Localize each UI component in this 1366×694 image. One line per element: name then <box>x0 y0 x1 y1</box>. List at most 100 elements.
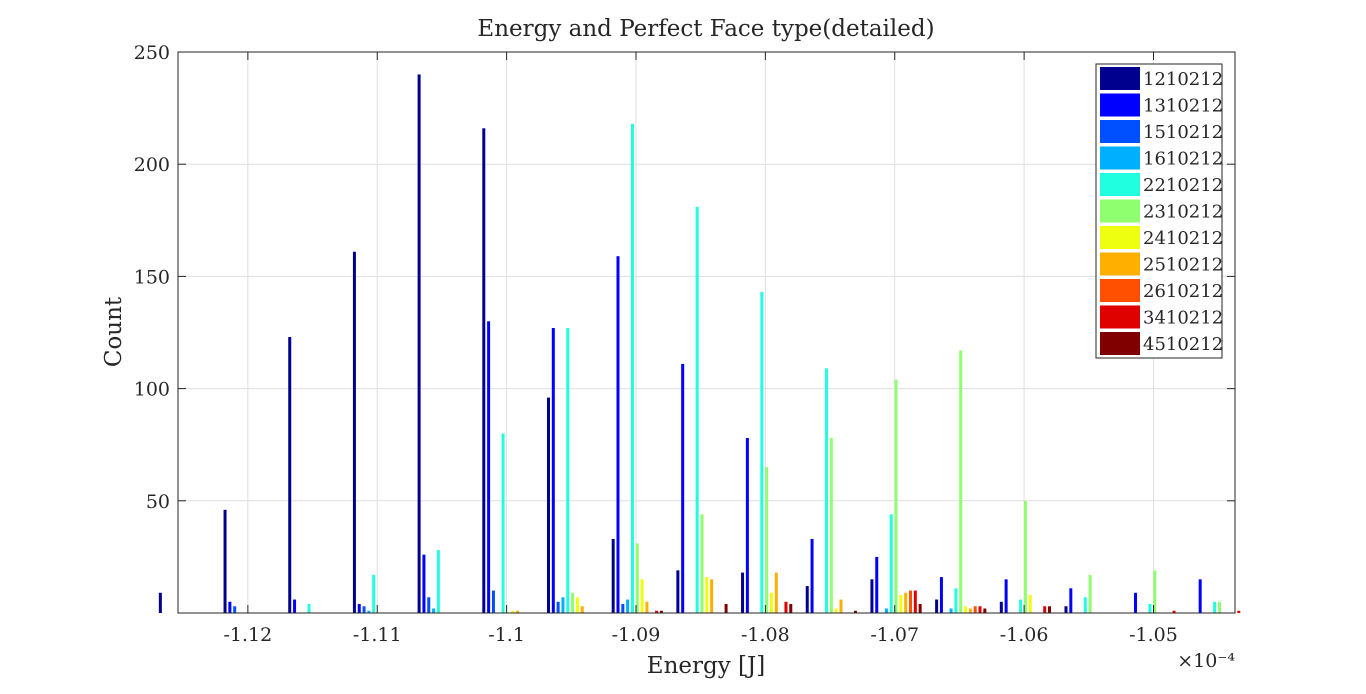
bar <box>645 601 649 613</box>
bar <box>561 597 565 613</box>
x-tick-label: -1.1 <box>488 624 525 646</box>
legend-swatch <box>1100 226 1140 249</box>
bar <box>1172 610 1176 613</box>
bar <box>853 610 857 613</box>
chart-title: Energy and Perfect Face type(detailed) <box>477 16 934 42</box>
bar <box>829 437 833 613</box>
bar <box>705 577 709 613</box>
bar <box>372 574 376 613</box>
legend-label: 2410212 <box>1143 228 1223 249</box>
y-tick-label: 150 <box>134 266 170 288</box>
bar <box>1148 604 1152 613</box>
bar <box>741 572 745 613</box>
bar <box>566 328 570 613</box>
axis-ticks <box>178 51 1235 613</box>
bar <box>233 606 237 613</box>
bar <box>616 256 620 613</box>
bar <box>1028 595 1032 613</box>
bar <box>427 597 431 613</box>
bar <box>774 572 778 613</box>
bar <box>959 350 963 613</box>
legend-label: 2210212 <box>1143 175 1223 196</box>
bar <box>1217 601 1221 613</box>
bar <box>1237 610 1241 613</box>
axes-box <box>177 51 1236 614</box>
bar <box>362 606 366 613</box>
legend-label: 2610212 <box>1143 281 1223 302</box>
bar <box>681 363 685 613</box>
bars-group <box>158 74 1241 614</box>
bar <box>904 592 908 613</box>
legend-swatch <box>1100 67 1140 90</box>
bar <box>810 538 814 613</box>
bar <box>769 592 773 613</box>
bar <box>575 597 579 613</box>
bar <box>158 592 162 613</box>
x-tick-label: -1.06 <box>1000 624 1049 646</box>
bar <box>422 554 426 613</box>
x-tick-label: -1.07 <box>870 624 919 646</box>
x-axis-exponent: ×10⁻⁴ <box>1177 650 1235 672</box>
legend-label: 1310212 <box>1143 96 1223 117</box>
bar <box>228 601 232 613</box>
legend-swatch <box>1100 199 1140 223</box>
bar <box>1069 588 1073 613</box>
bar <box>939 577 943 613</box>
bar <box>983 608 987 613</box>
bar <box>913 590 917 613</box>
bar <box>745 437 749 613</box>
bar <box>964 606 968 613</box>
bar <box>511 610 515 613</box>
bar <box>1019 599 1023 613</box>
legend-label: 1610212 <box>1143 149 1223 170</box>
bar <box>724 604 728 613</box>
bar <box>501 433 505 613</box>
bar <box>516 610 520 613</box>
bar <box>293 599 297 613</box>
bar <box>307 604 311 613</box>
bar <box>432 608 436 613</box>
bar <box>635 543 639 613</box>
plot-area <box>178 52 1235 613</box>
bar <box>909 590 912 613</box>
bar <box>765 467 769 613</box>
bar <box>556 601 560 613</box>
bar <box>894 379 898 613</box>
legend-swatch <box>1100 252 1140 276</box>
bar <box>659 610 663 613</box>
bar <box>789 604 793 613</box>
bar <box>551 328 555 613</box>
bar <box>1004 579 1008 613</box>
bar <box>839 599 843 613</box>
y-tick-label: 100 <box>134 379 170 401</box>
bar <box>288 336 292 613</box>
bar <box>676 570 680 613</box>
bar <box>1153 570 1157 613</box>
legend-swatch <box>1100 120 1140 143</box>
bar <box>968 608 972 613</box>
bar <box>710 579 714 613</box>
bar <box>611 538 615 613</box>
bar <box>357 604 361 613</box>
bar <box>1083 597 1087 613</box>
bar <box>640 579 644 613</box>
bar <box>630 123 634 613</box>
x-axis-label: Energy [J] <box>647 653 765 679</box>
bar <box>899 595 903 613</box>
bar <box>870 579 874 613</box>
bar <box>417 74 421 613</box>
bar <box>700 514 704 613</box>
legend-label: 1510212 <box>1143 122 1223 143</box>
bar <box>223 509 227 613</box>
bar <box>1043 606 1047 613</box>
bar <box>834 608 838 613</box>
bar <box>999 601 1003 613</box>
x-tick-label: -1.11 <box>353 624 402 646</box>
bar <box>825 368 829 613</box>
y-tick-label: 200 <box>134 154 170 176</box>
bar <box>491 590 495 613</box>
bar <box>1064 606 1068 613</box>
legend-label: 4510212 <box>1143 334 1223 355</box>
x-tick-label: -1.05 <box>1129 624 1178 646</box>
